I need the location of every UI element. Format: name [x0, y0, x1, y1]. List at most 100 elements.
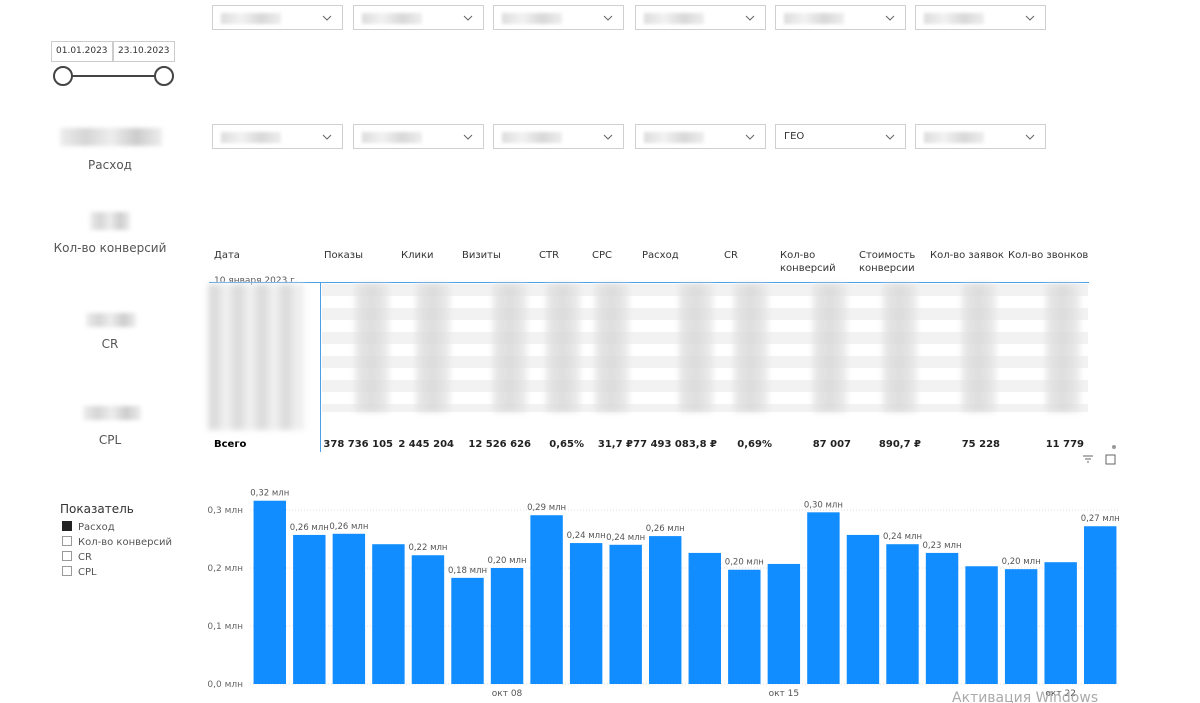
x-tick-label: окт 08: [492, 689, 523, 699]
bar: [451, 577, 484, 684]
data-label: 0,24 млн: [606, 533, 645, 543]
bar: [649, 536, 682, 684]
dropdown[interactable]: [493, 5, 624, 30]
bar: [728, 569, 761, 684]
column-header: Визиты: [462, 250, 501, 261]
dropdown[interactable]: [775, 5, 906, 30]
data-label: 0,20 млн: [488, 556, 527, 566]
x-tick-label: окт 22: [1045, 689, 1076, 699]
bar: [846, 534, 880, 684]
bar: [411, 555, 445, 684]
data-label: 0,20 млн: [1002, 557, 1041, 567]
kpi-label: CR: [101, 337, 119, 351]
y-tick-label: 0,2 млн: [207, 564, 243, 574]
bar: [490, 568, 524, 684]
kpi-label: Расход: [88, 158, 132, 172]
data-label: 0,22 млн: [408, 543, 447, 553]
date-slider[interactable]: [0, 0, 200, 100]
dropdown[interactable]: [212, 124, 343, 149]
dropdown[interactable]: [353, 5, 484, 30]
legend-item[interactable]: Расход: [62, 521, 115, 533]
data-label: 0,18 млн: [448, 566, 487, 576]
total-cell: 77 493 083,8 ₽: [633, 439, 717, 450]
y-tick-label: 0,3 млн: [207, 506, 243, 516]
column-header: Дата: [214, 250, 240, 261]
bar: [965, 566, 998, 684]
dropdown-label: ГЕО: [784, 131, 805, 142]
dropdown[interactable]: [353, 124, 484, 149]
y-tick-label: 0,1 млн: [207, 622, 243, 632]
data-label: 0,27 млн: [1081, 514, 1120, 524]
dropdown[interactable]: [915, 5, 1046, 30]
column-header: CTR: [539, 250, 560, 261]
data-label: 0,24 млн: [567, 531, 606, 541]
date-start[interactable]: 01.01.2023: [51, 41, 113, 62]
bar: [1084, 526, 1117, 684]
total-cell: 12 526 626: [468, 439, 531, 450]
bar: [530, 515, 563, 684]
bar-chart: 0,0 млн 0,1 млн 0,2 млн 0,3 млн 0,32 млн 0,26…: [207, 489, 1120, 699]
column-header: Показы: [324, 250, 364, 261]
data-label: 0,24 млн: [883, 532, 922, 542]
column-header: Клики: [401, 250, 434, 261]
data-label: 0,23 млн: [923, 541, 962, 551]
data-label: 0,32 млн: [250, 489, 289, 499]
dropdown[interactable]: [493, 124, 624, 149]
column-header: Кол-во звонков: [1008, 250, 1089, 261]
bar: [688, 552, 721, 684]
dropdown[interactable]: [212, 5, 343, 30]
column-header: CPC: [592, 250, 612, 261]
legend-label: CR: [78, 552, 92, 563]
total-cell: 378 736 105: [323, 439, 393, 450]
column-header: Кол-во конверсий: [780, 250, 836, 274]
data-label: 0,20 млн: [725, 558, 764, 568]
bar: [807, 512, 840, 684]
column-header: Расход: [642, 250, 679, 261]
bar: [767, 563, 801, 684]
bar: [253, 500, 286, 684]
bar: [1004, 569, 1038, 684]
legend-label: Кол-во конверсий: [78, 537, 172, 548]
watermark: Активация Windows: [952, 690, 1099, 703]
total-cell: 0,69%: [737, 439, 772, 450]
dropdown[interactable]: [915, 124, 1046, 149]
row-date: 10 января 2023 г.: [214, 276, 298, 286]
bar: [293, 534, 326, 684]
column-header: Стоимость конверсии: [859, 250, 916, 274]
kpi-label: CPL: [98, 433, 122, 447]
dropdown[interactable]: [635, 5, 766, 30]
legend-item[interactable]: Кол-во конверсий: [62, 536, 172, 548]
legend-item[interactable]: CR: [62, 551, 92, 563]
total-cell: 0,65%: [549, 439, 584, 450]
bar: [925, 552, 959, 684]
total-cell: 2 445 204: [398, 439, 454, 450]
bar: [332, 533, 366, 684]
data-label: 0,29 млн: [527, 503, 566, 513]
total-label: Всего: [214, 439, 247, 450]
y-tick-label: 0,0 млн: [207, 680, 243, 690]
total-cell: 31,7 ₽: [597, 439, 633, 450]
column-header: CR: [724, 250, 738, 261]
bar: [1044, 562, 1077, 684]
legend-item[interactable]: CPL: [62, 566, 97, 578]
bar: [569, 543, 603, 684]
x-tick-label: окт 15: [769, 689, 800, 699]
data-label: 0,30 млн: [804, 500, 843, 510]
kpi-label: Кол-во конверсий: [53, 241, 167, 255]
total-cell: 890,7 ₽: [878, 439, 921, 450]
date-end[interactable]: 23.10.2023: [113, 41, 175, 62]
bar: [886, 544, 919, 684]
data-label: 0,26 млн: [290, 523, 329, 533]
dropdown[interactable]: [635, 124, 766, 149]
data-label: 0,26 млн: [329, 522, 368, 532]
column-header: Кол-во заявок: [930, 250, 1004, 261]
total-cell: 11 779: [1045, 439, 1084, 450]
total-cell: 87 007: [812, 439, 851, 450]
data-label: 0,26 млн: [646, 524, 685, 534]
bar: [372, 544, 405, 684]
total-cell: 75 228: [961, 439, 1000, 450]
dropdown[interactable]: ГЕО: [775, 124, 906, 149]
legend-label: Расход: [78, 522, 115, 533]
bar: [609, 544, 642, 684]
